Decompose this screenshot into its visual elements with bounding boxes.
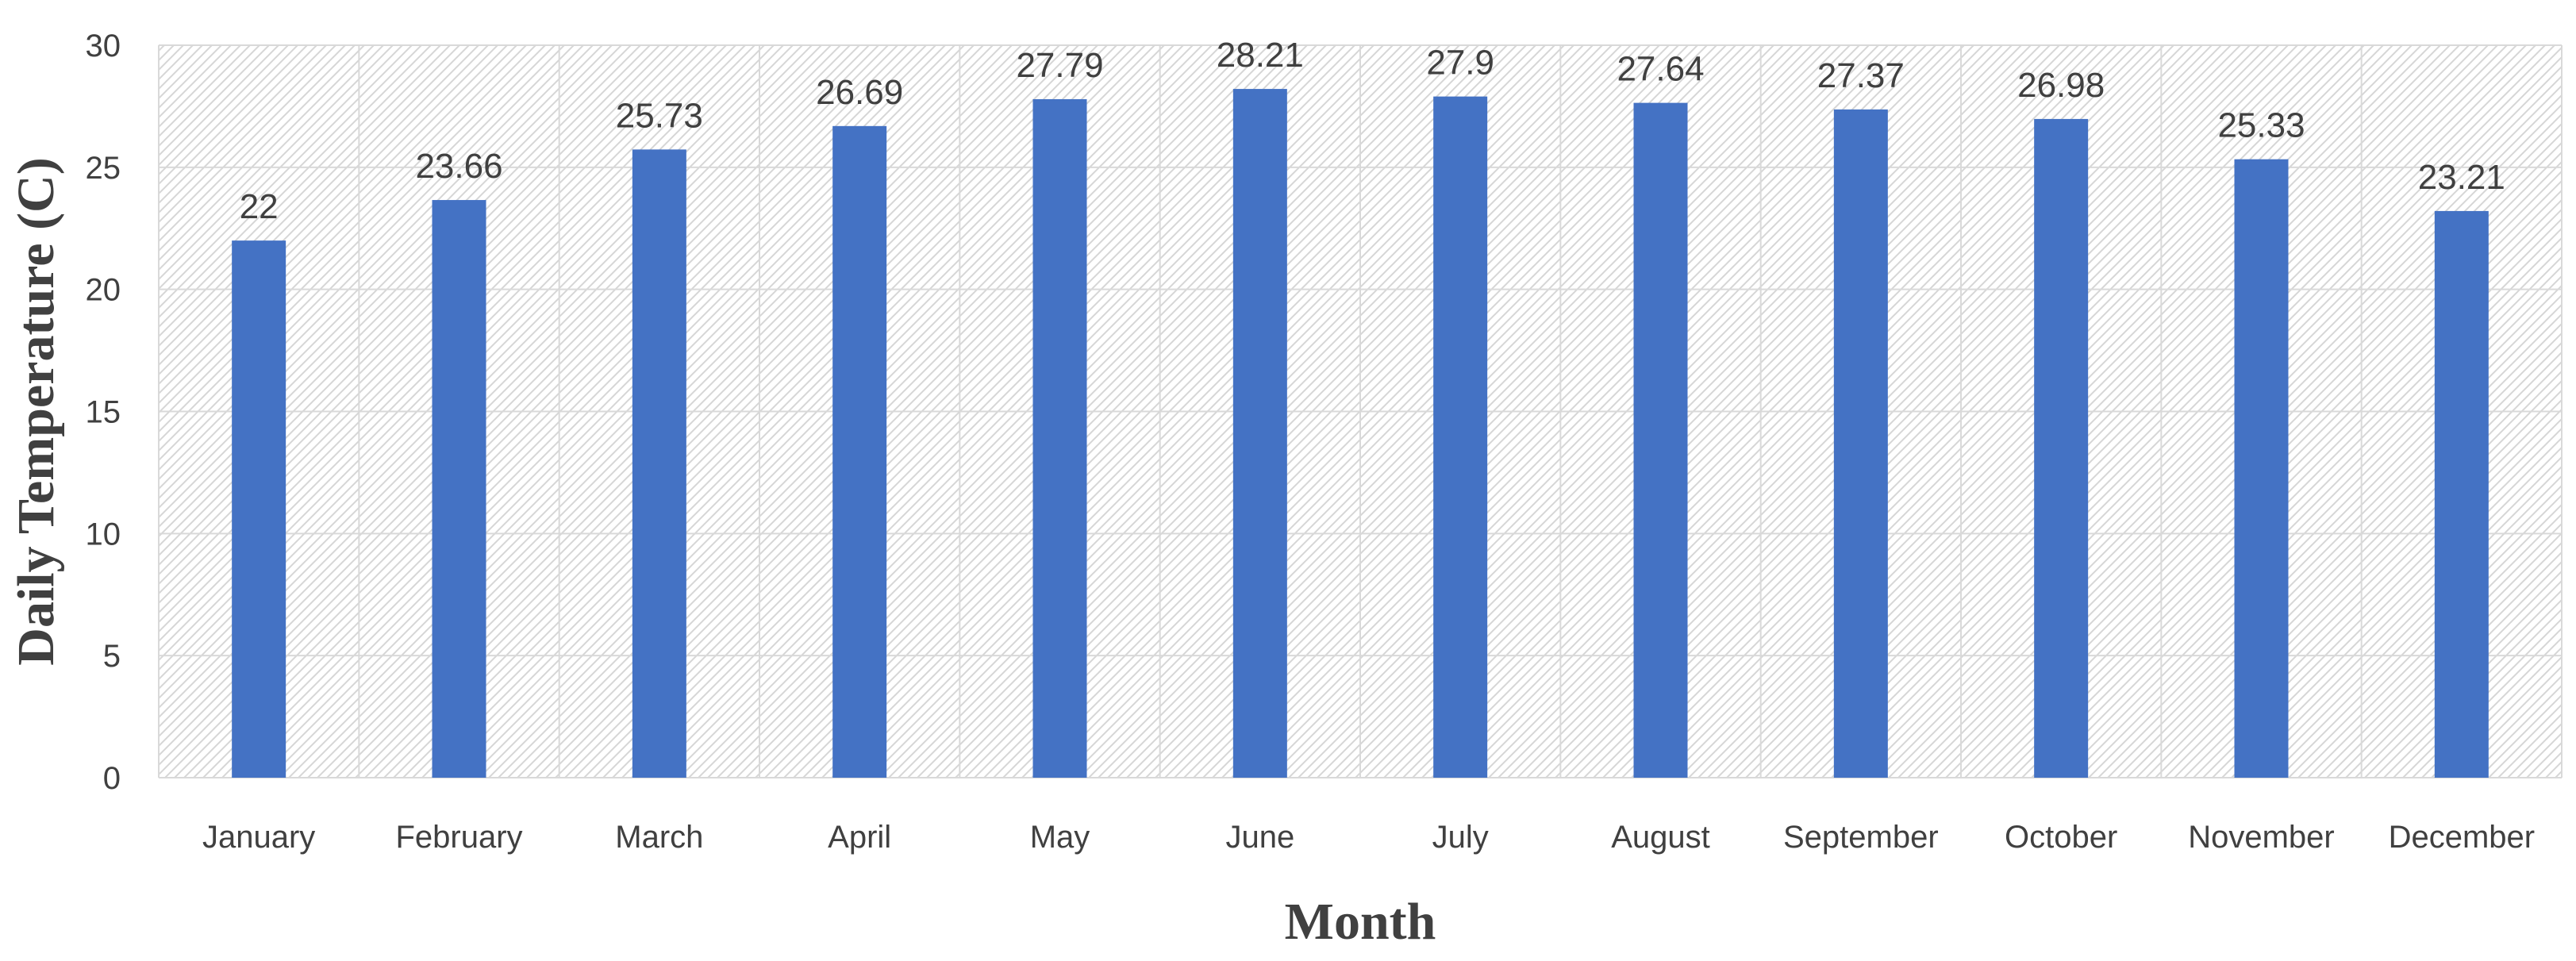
x-axis-title: Month <box>1285 893 1436 951</box>
x-tick-label: April <box>828 820 891 855</box>
data-label: 28.21 <box>1217 36 1304 75</box>
data-label: 27.79 <box>1016 46 1103 85</box>
data-label: 26.98 <box>2017 66 2105 105</box>
bar <box>1032 98 1087 778</box>
data-label: 27.64 <box>1617 50 1704 89</box>
bar <box>432 200 486 778</box>
x-tick-label: March <box>615 820 703 855</box>
bar <box>1833 109 1888 778</box>
bar <box>632 149 686 778</box>
y-tick-label: 30 <box>86 29 121 63</box>
data-labels: 22 23.66 25.73 26.69 27.79 28.21 27.9 27.64 27.3… <box>240 36 2505 226</box>
x-tick-label: June <box>1225 820 1294 855</box>
y-tick-label: 0 <box>103 761 121 796</box>
data-label: 25.73 <box>616 96 703 135</box>
data-label: 23.21 <box>2418 158 2505 197</box>
x-axis-tick-labels: January February March April May June July Augu… <box>202 820 2535 855</box>
data-label: 23.66 <box>415 147 502 186</box>
bar <box>832 125 887 778</box>
y-tick-label: 10 <box>86 517 121 552</box>
data-label: 22 <box>240 187 279 226</box>
data-label: 27.9 <box>1426 44 1494 83</box>
data-label: 26.69 <box>816 73 903 112</box>
x-tick-label: February <box>395 820 522 855</box>
bar <box>232 240 286 778</box>
gridlines <box>158 44 2563 778</box>
y-tick-label: 5 <box>103 639 121 674</box>
x-tick-label: August <box>1611 820 1710 855</box>
bar <box>2234 159 2289 778</box>
x-tick-label: October <box>2005 820 2117 855</box>
bar <box>1232 89 1287 778</box>
x-tick-label: November <box>2188 820 2335 855</box>
bars <box>232 89 2489 778</box>
x-tick-label: January <box>202 820 315 855</box>
y-axis-tick-labels: 0 5 10 15 20 25 30 <box>86 29 121 796</box>
x-tick-label: May <box>1030 820 1090 855</box>
y-axis-title: Daily Temperature (C) <box>7 157 65 665</box>
bar <box>2434 210 2489 778</box>
y-tick-label: 15 <box>86 395 121 430</box>
bar <box>1633 102 1688 778</box>
x-tick-label: December <box>2389 820 2536 855</box>
bar <box>1433 96 1488 778</box>
x-tick-label: July <box>1432 820 1489 855</box>
y-tick-label: 25 <box>86 151 121 186</box>
y-tick-label: 20 <box>86 273 121 308</box>
x-tick-label: September <box>1783 820 1939 855</box>
data-label: 27.37 <box>1817 56 1905 95</box>
data-label: 25.33 <box>2217 106 2305 145</box>
bar <box>2034 118 2089 778</box>
